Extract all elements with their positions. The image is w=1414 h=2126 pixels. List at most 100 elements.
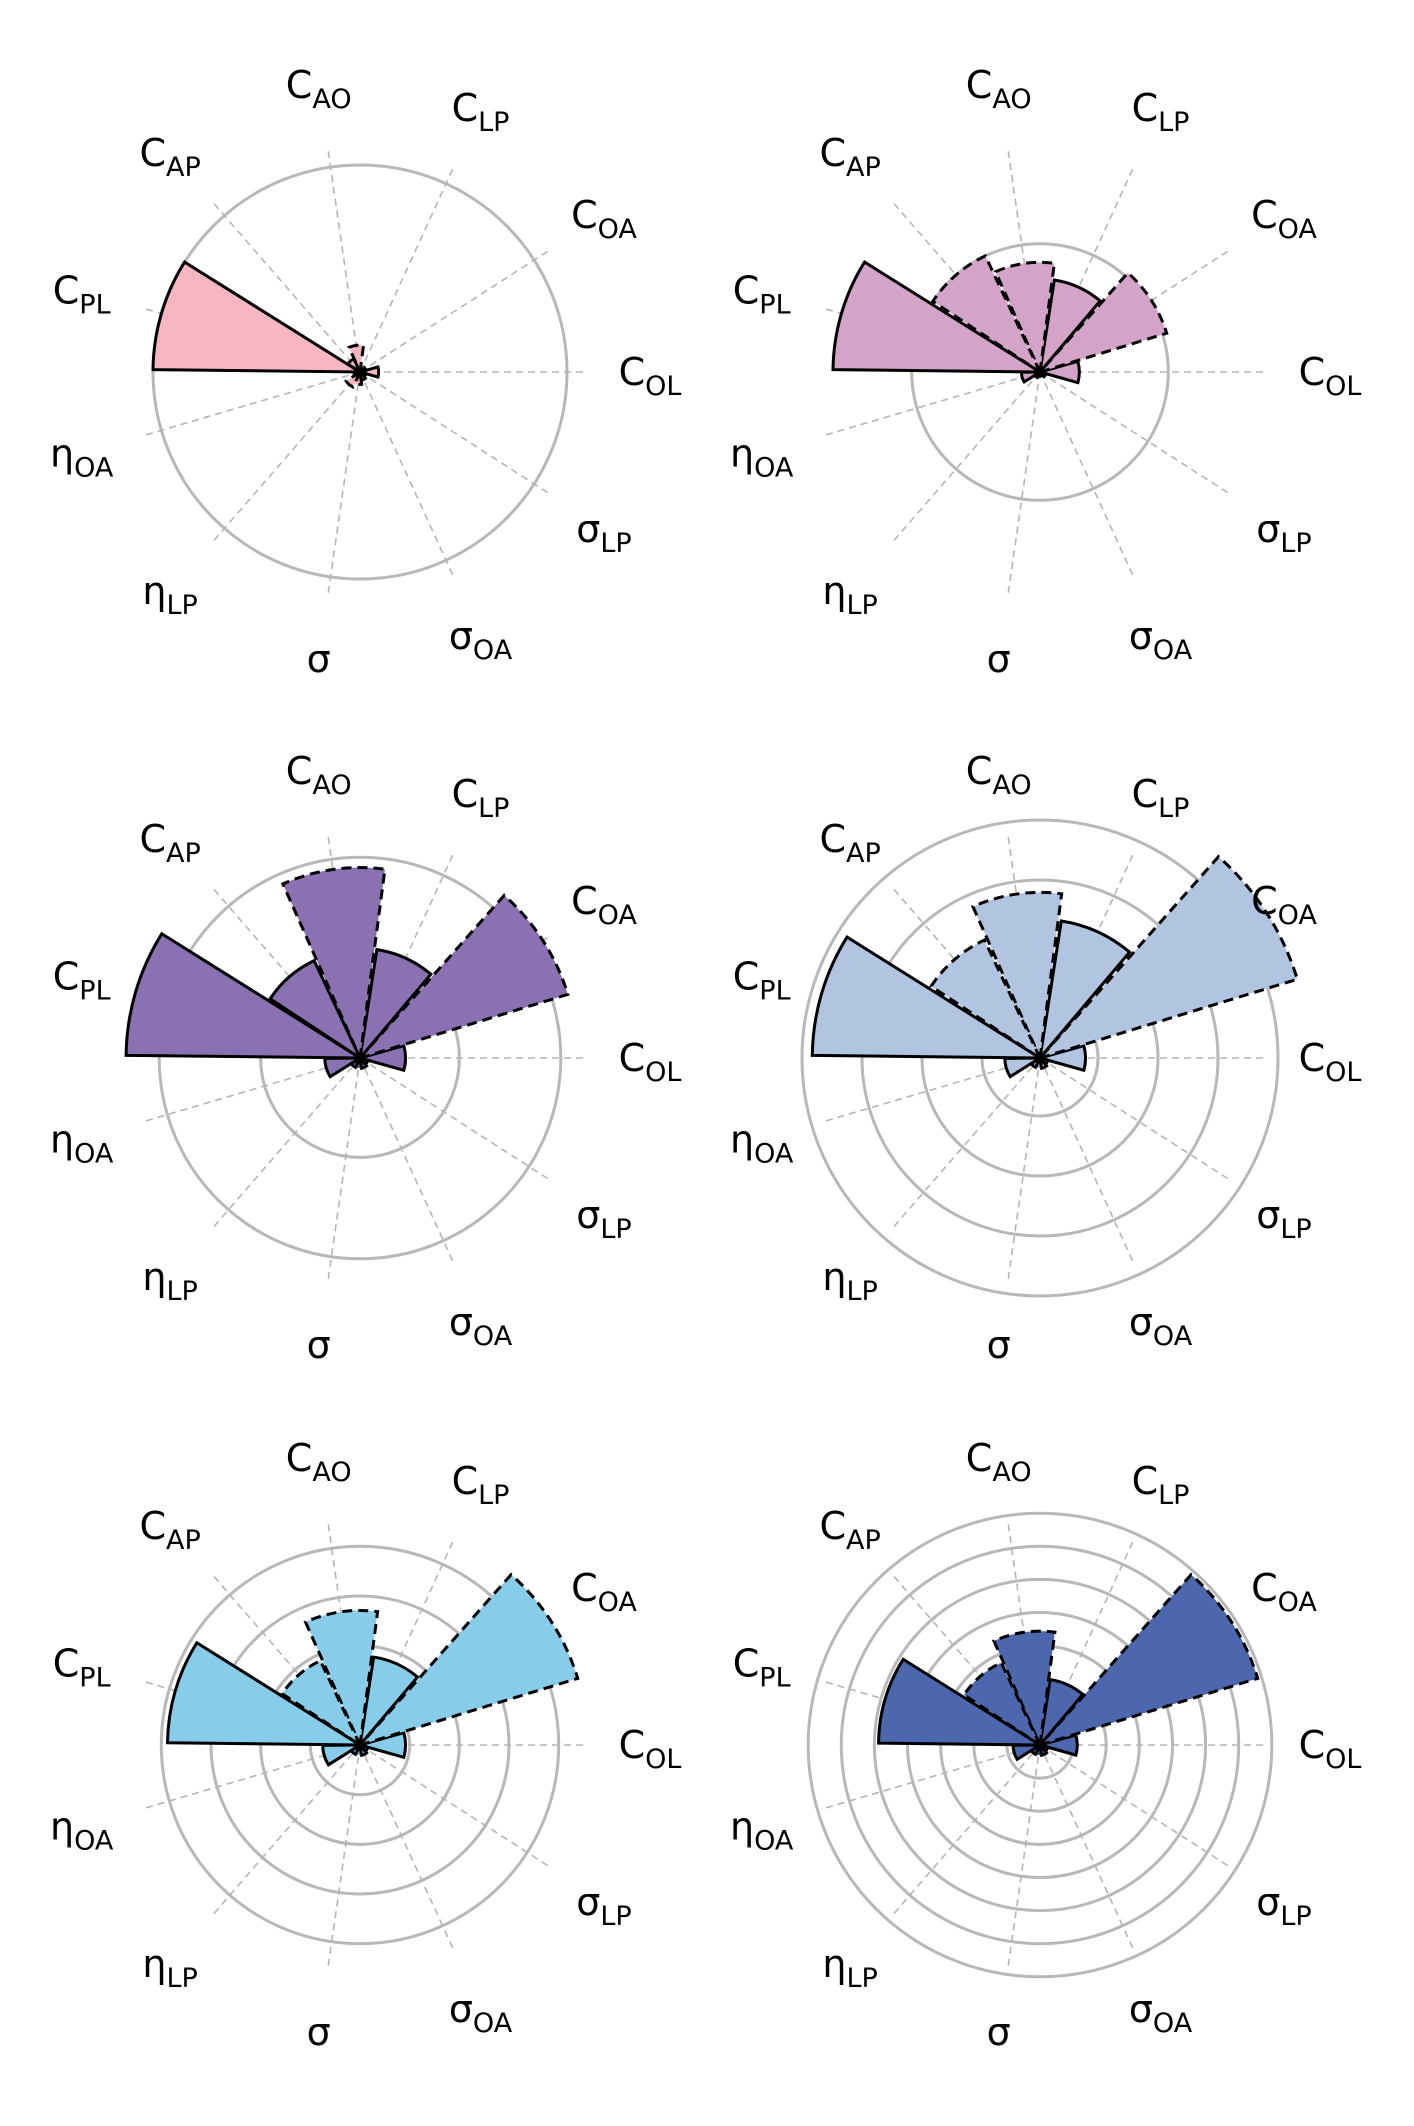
axis-spoke bbox=[212, 371, 361, 543]
axis-label: COA bbox=[571, 879, 637, 931]
axis-label: σOA bbox=[449, 1987, 513, 2039]
axis-label: ηLP bbox=[822, 1942, 877, 1994]
axis-label: σ bbox=[307, 1323, 331, 1367]
axis-label: CAP bbox=[819, 1504, 880, 1556]
axis-label: ηLP bbox=[822, 1255, 877, 1307]
bar-COA bbox=[355, 893, 570, 1061]
axis-label: ηOA bbox=[730, 1805, 794, 1857]
axis-spoke bbox=[1007, 1057, 1041, 1281]
axis-label: σ bbox=[987, 637, 1011, 681]
bar-CPL bbox=[151, 260, 366, 374]
axis-spoke bbox=[327, 371, 361, 595]
bar-COL bbox=[354, 365, 381, 379]
bar-CPL bbox=[810, 935, 1046, 1060]
axis-label: σLP bbox=[1256, 507, 1311, 559]
axis-label: COL bbox=[619, 1723, 682, 1775]
polar-panel-2: COL COA CLP CAO CAP CPL ηOA ηLP σ σOA σLP bbox=[730, 63, 1361, 681]
axis-spoke bbox=[359, 1744, 550, 1868]
axis-label: σOA bbox=[1129, 1987, 1193, 2039]
polar-panel-5: COL COA CLP CAO CAP CPL ηOA ηLP σ σOA σLP bbox=[50, 1436, 681, 2054]
axis-spoke bbox=[359, 371, 550, 495]
axis-spoke bbox=[1039, 1057, 1230, 1181]
bar-σLP bbox=[1035, 369, 1048, 379]
bar-CLP bbox=[1037, 919, 1132, 1064]
axis-spoke bbox=[823, 371, 1041, 437]
axis-label: CAO bbox=[966, 1436, 1032, 1488]
axis-label: ηOA bbox=[50, 1118, 114, 1170]
polar-panel-1: COL COA CLP CAO CAP CPL ηOA ηLP σ σOA σLP bbox=[50, 63, 681, 681]
axis-label: CLP bbox=[1132, 772, 1190, 824]
bar-COA bbox=[355, 1572, 580, 1748]
axis-label: ηOA bbox=[50, 1805, 114, 1857]
axis-label: COL bbox=[1299, 1036, 1362, 1088]
axis-spoke bbox=[1007, 371, 1041, 595]
axis-spoke bbox=[327, 149, 361, 373]
axis-label: σOA bbox=[449, 1300, 513, 1352]
axis-spoke bbox=[327, 1744, 361, 1968]
axis-label: CAP bbox=[139, 1504, 200, 1556]
axis-label: σOA bbox=[449, 614, 513, 666]
bar-CAP bbox=[268, 958, 364, 1063]
bar-CLP bbox=[357, 947, 434, 1064]
axis-label: σ bbox=[307, 2010, 331, 2054]
bar-CAP bbox=[930, 253, 1044, 377]
axis-label: ηOA bbox=[730, 1118, 794, 1170]
axis-label: CPL bbox=[53, 268, 111, 320]
bar-CPL bbox=[877, 1657, 1046, 1747]
axis-label: CPL bbox=[733, 954, 791, 1006]
axis-label: COL bbox=[619, 350, 682, 402]
axis-spoke bbox=[212, 1057, 361, 1229]
bar-COA bbox=[1035, 270, 1169, 375]
grid-ring bbox=[806, 1511, 1274, 1979]
axis-spoke bbox=[359, 166, 455, 373]
axis-label: COL bbox=[619, 1036, 682, 1088]
axis-label: CLP bbox=[452, 772, 510, 824]
axis-label: σLP bbox=[1256, 1193, 1311, 1245]
axis-spoke bbox=[1039, 371, 1230, 495]
axis-label: CLP bbox=[452, 86, 510, 138]
axis-label: COL bbox=[1299, 1723, 1362, 1775]
grid-ring bbox=[872, 1577, 1208, 1913]
bar-COA bbox=[1035, 1572, 1260, 1748]
axis-label: COA bbox=[1251, 879, 1317, 931]
grid-ring bbox=[157, 855, 563, 1261]
axis-label: COL bbox=[1299, 350, 1362, 402]
axis-label: COA bbox=[1251, 1566, 1317, 1618]
axis-spoke bbox=[1039, 1057, 1135, 1264]
bar-CAO bbox=[993, 260, 1057, 378]
axis-label: CPL bbox=[733, 1641, 791, 1693]
grid-ring bbox=[860, 878, 1220, 1238]
axis-label: CLP bbox=[1132, 86, 1190, 138]
axis-label: CAP bbox=[139, 131, 200, 183]
axis-label: CPL bbox=[733, 268, 791, 320]
bar-CPL bbox=[831, 260, 1046, 374]
axis-label: σLP bbox=[576, 1880, 631, 1932]
bar-σLP bbox=[1035, 1055, 1050, 1067]
bar-CAP bbox=[929, 938, 1044, 1063]
axis-label: σOA bbox=[1129, 1300, 1193, 1352]
bar-CPL bbox=[124, 931, 366, 1060]
axis-label: CAP bbox=[819, 817, 880, 869]
bar-ηLP bbox=[344, 367, 364, 389]
axis-spoke bbox=[359, 1744, 455, 1951]
axis-label: CAO bbox=[286, 1436, 352, 1488]
axis-label: CLP bbox=[452, 1459, 510, 1511]
axis-spoke bbox=[327, 1057, 361, 1281]
axis-spoke bbox=[892, 371, 1041, 543]
bar-CAO bbox=[280, 866, 387, 1064]
axis-label: σ bbox=[987, 2010, 1011, 2054]
axis-label: σ bbox=[307, 637, 331, 681]
axis-label: CAP bbox=[139, 817, 200, 869]
bar-σLP bbox=[355, 1055, 370, 1067]
axis-label: CAO bbox=[966, 749, 1032, 801]
polar-panel-6: COL COA CLP CAO CAP CPL ηOA ηLP σ σOA σLP bbox=[730, 1436, 1361, 2054]
axis-label: ηLP bbox=[142, 1942, 197, 1994]
axis-label: COA bbox=[571, 1566, 637, 1618]
bar-CAO bbox=[347, 343, 366, 378]
axis-label: ηLP bbox=[142, 1255, 197, 1307]
bar-COL bbox=[1034, 1043, 1087, 1073]
axis-spoke bbox=[1007, 1744, 1041, 1968]
axis-label: ηLP bbox=[142, 569, 197, 621]
bar-CLP bbox=[1037, 1677, 1085, 1751]
